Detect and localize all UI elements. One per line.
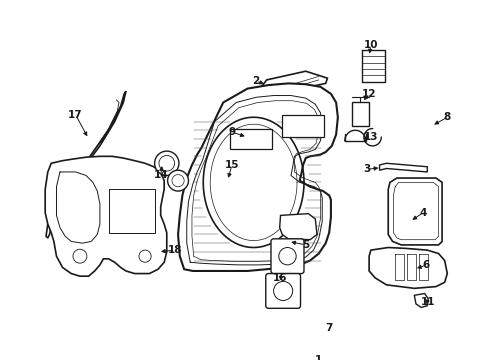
- Text: 14: 14: [153, 170, 168, 180]
- Text: 16: 16: [272, 273, 286, 283]
- Text: 4: 4: [418, 208, 426, 218]
- Text: 3: 3: [362, 165, 369, 174]
- Text: 11: 11: [420, 297, 434, 307]
- Polygon shape: [351, 103, 368, 126]
- Circle shape: [167, 170, 188, 191]
- Text: 5: 5: [302, 240, 309, 250]
- Polygon shape: [230, 129, 271, 149]
- Polygon shape: [387, 178, 441, 245]
- Text: 13: 13: [363, 132, 377, 142]
- Text: 12: 12: [361, 89, 376, 99]
- FancyBboxPatch shape: [265, 274, 300, 308]
- Text: 15: 15: [224, 160, 239, 170]
- FancyBboxPatch shape: [270, 239, 304, 274]
- Text: 10: 10: [363, 40, 377, 50]
- Polygon shape: [255, 71, 327, 103]
- Polygon shape: [178, 84, 337, 271]
- Polygon shape: [45, 156, 166, 276]
- Text: 7: 7: [325, 323, 332, 333]
- Polygon shape: [413, 293, 427, 307]
- Text: 6: 6: [422, 260, 429, 270]
- Polygon shape: [279, 213, 316, 240]
- Polygon shape: [368, 248, 447, 288]
- Text: 1: 1: [314, 355, 322, 360]
- Text: 9: 9: [228, 127, 235, 137]
- Polygon shape: [46, 91, 126, 238]
- Circle shape: [154, 151, 179, 175]
- Polygon shape: [282, 114, 324, 137]
- Text: 8: 8: [443, 112, 450, 122]
- Text: 17: 17: [68, 110, 83, 120]
- Text: 18: 18: [168, 245, 183, 255]
- Polygon shape: [379, 163, 427, 172]
- Text: 2: 2: [252, 76, 259, 86]
